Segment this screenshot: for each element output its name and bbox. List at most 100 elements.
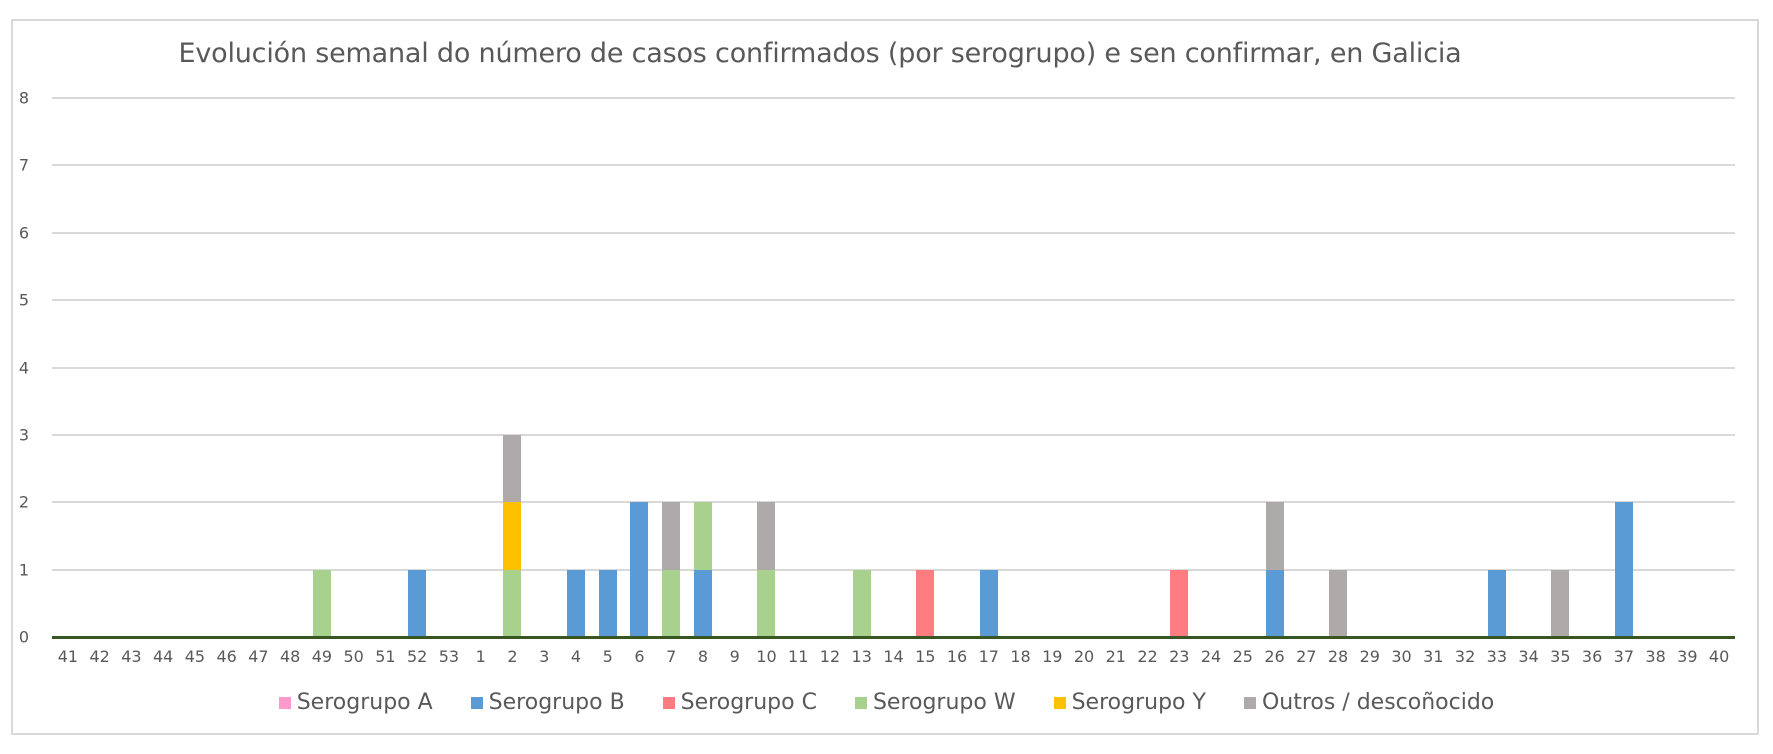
x-axis-tick-label: 35 [1550,647,1571,666]
x-axis-tick-label: 48 [279,647,301,666]
bar-week-49 [312,569,331,637]
chart-frame [11,19,1759,735]
x-axis-tick-label: 39 [1677,647,1698,666]
bar-segment [566,569,585,637]
x-axis-tick-label: 38 [1645,647,1666,666]
legend-item: Serogrupo A [278,690,433,715]
legend-label: Outros / descoñocido [1261,690,1495,715]
x-axis-tick-label: 52 [406,647,428,666]
x-axis-tick-label: 37 [1613,647,1635,666]
x-axis-tick-label: 7 [666,647,677,666]
y-axis-tick-label: 4 [18,358,30,377]
bar-week-15 [916,569,935,637]
x-axis-tick-label: 33 [1486,647,1507,666]
bar-segment [1265,502,1284,570]
x-axis-tick-label: 50 [343,647,364,666]
x-axis-tick-label: 31 [1423,647,1444,666]
bar-week-33 [1487,569,1506,637]
legend-item: Serogrupo C [662,690,817,715]
bar-week-37 [1614,502,1633,637]
x-axis-tick-label: 14 [883,647,904,666]
bar-week-23 [1170,569,1189,637]
legend-item: Serogrupo Y [1053,690,1206,715]
legend-label: Serogrupo C [680,690,817,715]
y-axis-tick-label: 2 [18,492,30,512]
gridline [52,568,1735,571]
gridline [52,501,1735,504]
bar-week-7 [662,502,681,637]
y-axis-tick-label: 7 [18,155,30,175]
bar-segment [693,502,712,570]
bar-segment [1614,502,1633,637]
bar-segment [598,569,617,637]
legend-swatch-icon [470,696,483,709]
x-axis-tick-label: 18 [1010,647,1031,666]
bar-segment [408,569,427,637]
bar-segment [757,569,776,637]
x-axis-tick-label: 19 [1042,647,1063,666]
bar-segment [757,502,776,570]
gridline [52,366,1735,369]
legend-swatch-icon [278,696,291,709]
bar-segment [662,569,681,637]
x-axis-tick-label: 5 [602,647,613,666]
y-axis-tick-label: 5 [18,290,30,310]
x-axis-tick-label: 36 [1581,647,1603,666]
bar-week-26 [1265,502,1284,637]
bar-segment [503,569,522,637]
bar-segment [1170,569,1189,637]
x-axis-tick-label: 22 [1137,647,1158,666]
bar-segment [1551,569,1570,637]
chart-legend: Serogrupo A Serogrupo B Serogrupo C Serogru… [0,690,1773,715]
x-axis-tick-label: 42 [89,647,110,666]
x-axis-tick-label: 44 [152,647,174,666]
x-axis-tick-label: 30 [1391,647,1412,666]
x-axis-tick-label: 46 [216,647,237,666]
x-axis-tick-label: 41 [57,647,79,666]
gridline [52,433,1735,436]
x-axis-tick-label: 28 [1327,647,1349,666]
legend-swatch-icon [854,696,867,709]
x-axis-tick-label: 1 [475,647,486,666]
y-axis-tick-label: 8 [18,88,30,108]
bar-segment [503,502,522,570]
bar-segment [1329,569,1348,637]
x-axis-tick-label: 17 [978,647,999,666]
x-axis-tick-label: 15 [915,647,936,666]
x-axis-tick-label: 53 [438,647,460,666]
x-axis-tick-label: 11 [788,647,809,666]
x-axis-tick-label: 43 [121,647,142,666]
x-axis-tick-label: 32 [1454,647,1476,666]
bar-week-10 [757,502,776,637]
legend-item: Serogrupo B [470,690,625,715]
bar-week-8 [693,502,712,637]
bar-week-2 [503,434,522,637]
x-axis-tick-label: 6 [634,647,645,666]
bar-segment [312,569,331,637]
bar-week-17 [979,569,998,637]
x-axis-tick-label: 9 [729,647,740,666]
bar-week-35 [1551,569,1570,637]
x-axis-tick-label: 25 [1232,647,1253,666]
legend-label: Serogrupo W [872,690,1016,715]
gridline [52,164,1735,167]
y-axis-tick-label: 3 [18,425,30,445]
legend-item: Serogrupo W [854,690,1016,715]
x-axis-tick-label: 49 [311,647,333,666]
x-axis-tick-label: 10 [756,647,777,666]
x-axis-tick-label: 4 [570,647,582,666]
gridline [52,97,1735,99]
gridline [52,299,1735,302]
bar-segment [852,569,871,637]
bar-week-4 [566,569,585,637]
x-axis-tick-label: 3 [539,647,550,666]
bar-week-52 [408,569,427,637]
legend-item: Outros / descoñocido [1243,690,1495,715]
bar-week-6 [630,502,649,637]
legend-swatch-icon [662,696,675,709]
legend-swatch-icon [1053,696,1066,709]
x-axis-tick-label: 13 [851,647,872,666]
bar-segment [503,434,522,503]
chart-title: Evolución semanal do número de casos con… [178,38,1462,69]
gridline [52,231,1735,234]
